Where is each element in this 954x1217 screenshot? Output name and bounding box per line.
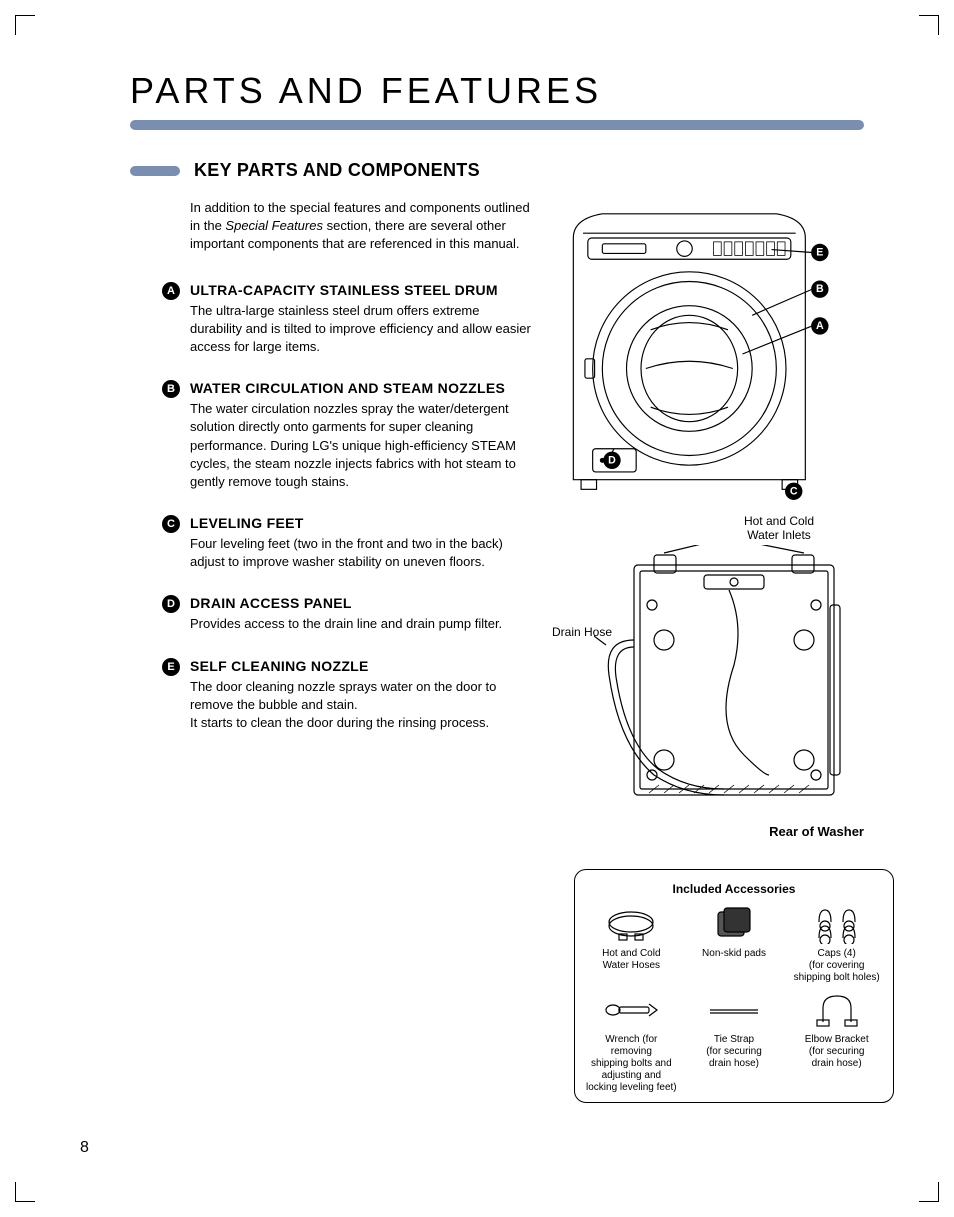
callout-badge-letter: C bbox=[790, 485, 798, 497]
page-number: 8 bbox=[80, 1139, 89, 1157]
accessories-title: Included Accessories bbox=[585, 882, 883, 896]
badge-c-icon: C bbox=[162, 515, 180, 533]
callout-badge-letter: A bbox=[816, 320, 824, 332]
crop-mark bbox=[15, 1182, 35, 1202]
rear-top-label: Hot and Cold Water Inlets bbox=[664, 514, 894, 543]
badge-a-icon: A bbox=[162, 282, 180, 300]
part-e-title: SELF CLEANING NOZZLE bbox=[190, 658, 534, 674]
crop-mark bbox=[919, 1182, 939, 1202]
washer-rear-diagram bbox=[594, 545, 854, 815]
crop-mark bbox=[919, 15, 939, 35]
badge-e-icon: E bbox=[162, 658, 180, 676]
hoses-icon bbox=[601, 904, 661, 944]
part-d-desc: Provides access to the drain line and dr… bbox=[190, 615, 534, 633]
part-e-desc: The door cleaning nozzle sprays water on… bbox=[190, 678, 534, 733]
accessory-label: Tie Strap (for securing drain hose) bbox=[706, 1034, 762, 1070]
page-title: PARTS AND FEATURES bbox=[130, 70, 894, 112]
accessory-item: Non-skid pads bbox=[688, 904, 781, 984]
callout-badge-letter: B bbox=[816, 283, 824, 295]
callout-badge-letter: E bbox=[816, 247, 823, 259]
accessory-item: Hot and Cold Water Hoses bbox=[585, 904, 678, 984]
left-column: In addition to the special features and … bbox=[190, 199, 534, 1103]
part-a-title: ULTRA-CAPACITY STAINLESS STEEL DRUM bbox=[190, 282, 534, 298]
crop-mark bbox=[15, 15, 35, 35]
wrench-icon bbox=[601, 990, 661, 1030]
part-b-title: WATER CIRCULATION AND STEAM NOZZLES bbox=[190, 380, 534, 396]
part-a-block: A ULTRA-CAPACITY STAINLESS STEEL DRUM Th… bbox=[190, 282, 534, 357]
pads-icon bbox=[704, 904, 764, 944]
badge-d-icon: D bbox=[162, 595, 180, 613]
accessory-label: Elbow Bracket (for securing drain hose) bbox=[805, 1034, 869, 1070]
section-dash bbox=[130, 166, 180, 176]
title-divider bbox=[130, 120, 864, 130]
part-e-block: E SELF CLEANING NOZZLE The door cleaning… bbox=[190, 658, 534, 733]
rear-drain-label: Drain Hose bbox=[552, 625, 612, 639]
part-c-block: C LEVELING FEET Four leveling feet (two … bbox=[190, 515, 534, 571]
accessory-label: Caps (4) (for covering shipping bolt hol… bbox=[794, 948, 880, 984]
intro-paragraph: In addition to the special features and … bbox=[190, 199, 534, 254]
accessories-box: Included Accessories Hot and Cold Water … bbox=[574, 869, 894, 1103]
accessory-item: Caps (4) (for covering shipping bolt hol… bbox=[790, 904, 883, 984]
washer-front-diagram: E B A D C bbox=[554, 199, 844, 509]
part-c-desc: Four leveling feet (two in the front and… bbox=[190, 535, 534, 571]
rear-caption: Rear of Washer bbox=[554, 824, 864, 839]
accessory-item: Wrench (for removing shipping bolts and … bbox=[585, 990, 678, 1094]
accessory-item: Elbow Bracket (for securing drain hose) bbox=[790, 990, 883, 1094]
part-b-desc: The water circulation nozzles spray the … bbox=[190, 400, 534, 491]
part-d-block: D DRAIN ACCESS PANEL Provides access to … bbox=[190, 595, 534, 633]
strap-icon bbox=[704, 990, 764, 1030]
elbow-icon bbox=[807, 990, 867, 1030]
accessory-label: Non-skid pads bbox=[702, 948, 766, 960]
callout-badge-letter: D bbox=[608, 454, 616, 466]
section-title: KEY PARTS AND COMPONENTS bbox=[194, 160, 480, 181]
caps-icon bbox=[807, 904, 867, 944]
section-header: KEY PARTS AND COMPONENTS bbox=[130, 160, 894, 181]
accessory-label: Hot and Cold Water Hoses bbox=[602, 948, 660, 972]
accessory-label: Wrench (for removing shipping bolts and … bbox=[585, 1034, 678, 1094]
badge-b-icon: B bbox=[162, 380, 180, 398]
part-b-block: B WATER CIRCULATION AND STEAM NOZZLES Th… bbox=[190, 380, 534, 491]
right-column: E B A D C Hot and Cold Water Inlets Drain Ho… bbox=[554, 199, 894, 1103]
part-d-title: DRAIN ACCESS PANEL bbox=[190, 595, 534, 611]
part-a-desc: The ultra-large stainless steel drum off… bbox=[190, 302, 534, 357]
accessory-item: Tie Strap (for securing drain hose) bbox=[688, 990, 781, 1094]
part-c-title: LEVELING FEET bbox=[190, 515, 534, 531]
intro-italic: Special Features bbox=[225, 218, 323, 233]
